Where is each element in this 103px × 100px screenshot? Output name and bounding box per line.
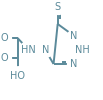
Text: HO: HO — [10, 71, 25, 81]
Text: N: N — [70, 59, 78, 69]
Text: N: N — [42, 45, 49, 55]
Text: S: S — [55, 2, 61, 12]
Text: NH: NH — [75, 45, 90, 55]
Text: O: O — [0, 53, 8, 63]
Text: O: O — [0, 33, 8, 43]
Text: N: N — [70, 31, 78, 41]
Text: HN: HN — [21, 45, 36, 55]
